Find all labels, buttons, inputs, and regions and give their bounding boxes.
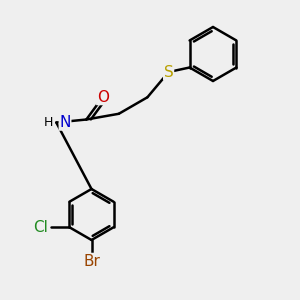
- Text: N: N: [59, 115, 71, 130]
- Text: S: S: [164, 64, 173, 80]
- Text: H: H: [44, 116, 53, 129]
- Text: Br: Br: [83, 254, 100, 268]
- Text: O: O: [97, 89, 109, 104]
- Text: Cl: Cl: [33, 220, 48, 235]
